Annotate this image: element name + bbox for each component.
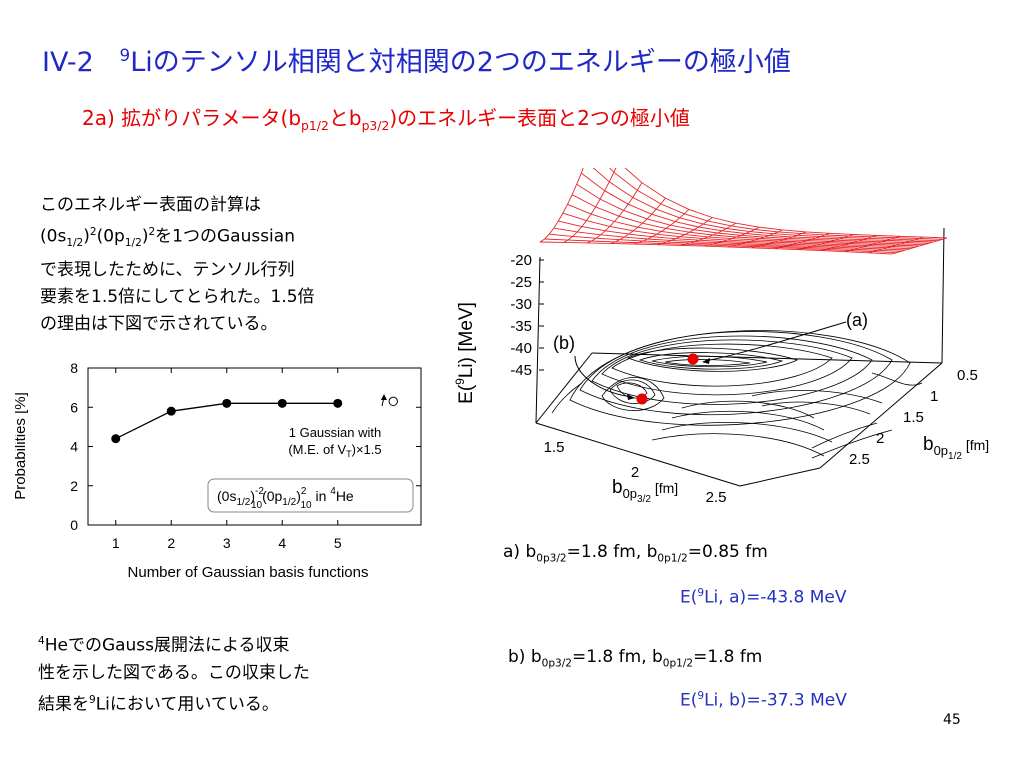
page-number: 45 bbox=[943, 712, 961, 728]
surface-gridline bbox=[549, 233, 902, 252]
b0p1-2-axis-label: b0p1/2 [fm] bbox=[923, 434, 989, 462]
paragraph-line: (0s1/2)2(0p1/2)2を1つのGaussian bbox=[40, 226, 295, 250]
label-a: (a) bbox=[846, 310, 868, 330]
y-ticks: 0 2 4 6 8 bbox=[70, 360, 421, 533]
z-tick-label: -30 bbox=[510, 296, 532, 313]
data-point bbox=[277, 398, 287, 408]
base-side-edge bbox=[819, 362, 943, 469]
b0p1-2-ticks: 0.5 1 1.5 2 2.5 bbox=[849, 367, 978, 468]
b0p1-2-tick-label: 2 bbox=[876, 430, 884, 447]
energy-surface-mesh bbox=[539, 168, 948, 255]
data-point bbox=[222, 398, 232, 408]
back-vertical-edge bbox=[941, 227, 945, 364]
arrowhead-b bbox=[627, 394, 635, 400]
label-b: (b) bbox=[553, 333, 575, 353]
b0p3-2-tick-label: 2 bbox=[631, 464, 639, 481]
arrowhead-a bbox=[702, 358, 710, 364]
b0p3-2-ticks: 1.522.53 bbox=[544, 439, 727, 506]
z-tick-label: -45 bbox=[510, 362, 532, 379]
data-point bbox=[166, 406, 176, 416]
legend-box bbox=[207, 478, 414, 513]
x-axis-label: Number of Gaussian basis functions bbox=[128, 564, 369, 581]
y-tick-label: 0 bbox=[70, 517, 78, 533]
y-tick-label: 8 bbox=[70, 360, 78, 376]
z-tick-label: -25 bbox=[510, 274, 532, 291]
annotation-arrowhead bbox=[381, 394, 387, 400]
y-axis-label: Probabilities [%] bbox=[15, 392, 29, 500]
b0p3-2-axis-label: b0p3/2 [fm] bbox=[612, 477, 678, 505]
x-tick-label: 2 bbox=[167, 535, 175, 551]
annotation-line2: (M.E. of VT)×1.5 bbox=[288, 442, 381, 459]
legend-text: (0s1/2)-2 10(0p1/2)2 10 in 4He bbox=[217, 486, 354, 511]
z-axis bbox=[535, 256, 541, 424]
paragraph-line: 4HeでのGauss展開法による収束 bbox=[38, 635, 290, 656]
y-tick-label: 6 bbox=[70, 399, 78, 415]
surface-gridline bbox=[539, 168, 584, 243]
paragraph-line: 要素を1.5倍にしてとられた。1.5倍 bbox=[40, 287, 315, 308]
result-b-params: b) b0p3/2=1.8 fm, b0p1/2=1.8 fm bbox=[508, 647, 763, 670]
arrow-b bbox=[574, 355, 633, 398]
b0p1-2-tick-label: 1.5 bbox=[903, 409, 924, 426]
result-b-energy: E(9Li, b)=-37.3 MeV bbox=[680, 690, 847, 711]
minimum-b-marker bbox=[636, 393, 648, 405]
energy-surface-plot: (a) (b) -20-25-30-35-40-45 E(9Li) [MeV] … bbox=[453, 168, 989, 506]
b0p3-2-tick-label: 2.5 bbox=[706, 489, 727, 506]
surface-gridline bbox=[609, 168, 943, 240]
surface-gridline bbox=[567, 203, 920, 247]
paragraph-line: で表現したために、テンソル行列 bbox=[40, 260, 295, 281]
b0p3-2-tick-label: 1.5 bbox=[544, 439, 565, 456]
surface-gridline bbox=[544, 238, 897, 254]
result-a-energy: E(9Li, a)=-43.8 MeV bbox=[680, 587, 847, 608]
result-a-params: a) b0p3/2=1.8 fm, b0p1/2=0.85 fm bbox=[503, 542, 768, 565]
x-tick-label: 3 bbox=[223, 535, 231, 551]
b0p1-2-tick-label: 0.5 bbox=[957, 367, 978, 384]
slide-title: IV-2 9Liのテンソル相関と対相関の2つのエネルギーの極小値 bbox=[42, 45, 791, 78]
base-front-edge bbox=[535, 422, 741, 487]
annotation-line1: 1 Gaussian with bbox=[289, 425, 382, 440]
x-tick-label: 5 bbox=[334, 535, 342, 551]
x-tick-label: 4 bbox=[278, 535, 286, 551]
arrow-a bbox=[704, 321, 847, 362]
b0p1-2-tick-label: 1 bbox=[930, 388, 938, 405]
z-tick-label: -35 bbox=[510, 318, 532, 335]
base-right-edge bbox=[739, 467, 821, 487]
z-axis-label: E(9Li) [MeV] bbox=[453, 302, 477, 404]
surface-gridline bbox=[576, 183, 929, 244]
surface-gridline bbox=[553, 227, 906, 251]
surface-gridline bbox=[539, 241, 893, 255]
surface-gridline bbox=[592, 168, 938, 242]
paragraph-line: の理由は下図で示されている。 bbox=[40, 314, 278, 335]
data-point bbox=[111, 434, 121, 444]
contour-lines bbox=[551, 330, 923, 459]
paragraph-line: 結果を9Liにおいて用いている。 bbox=[38, 693, 279, 715]
x-tick-label: 1 bbox=[112, 535, 120, 551]
convergence-chart: 0 2 4 6 8 1 2 3 4 5 1 Gaussian with (M.E. of VT)… bbox=[15, 360, 422, 581]
data-point bbox=[333, 398, 343, 408]
z-ticks: -20 -25 -30 -35 -40 -45 bbox=[510, 252, 544, 379]
data-points bbox=[111, 398, 343, 444]
paragraph-line: このエネルギー表面の計算は bbox=[40, 195, 261, 215]
surface-gridline bbox=[624, 168, 948, 239]
z-tick-label: -20 bbox=[510, 252, 532, 269]
surface-gridline bbox=[571, 194, 925, 246]
surface-gridline bbox=[562, 212, 915, 248]
y-tick-label: 2 bbox=[70, 478, 78, 494]
paragraph-line: 性を示した図である。この収束した bbox=[38, 662, 310, 683]
x-ticks: 1 2 3 4 5 bbox=[112, 368, 342, 551]
single-gaussian-point bbox=[388, 396, 398, 407]
surface-gridline bbox=[581, 172, 934, 243]
minimum-a-marker bbox=[687, 353, 699, 365]
surface-gridline bbox=[558, 220, 911, 250]
slide-subtitle: 2a) 拡がりパラメータ(bp1/2とbp3/2)のエネルギー表面と2つの極小値 bbox=[82, 106, 690, 133]
explanation-paragraph: このエネルギー表面の計算は (0s1/2)2(0p1/2)2を1つのGaussi… bbox=[40, 192, 315, 338]
z-tick-label: -40 bbox=[510, 340, 532, 357]
base-left-edge bbox=[535, 352, 593, 424]
convergence-note: 4HeでのGauss展開法による収束 性を示した図である。この収束した 結果を9… bbox=[38, 628, 310, 718]
b0p1-2-tick-label: 2.5 bbox=[849, 451, 870, 468]
y-tick-label: 4 bbox=[70, 439, 78, 455]
